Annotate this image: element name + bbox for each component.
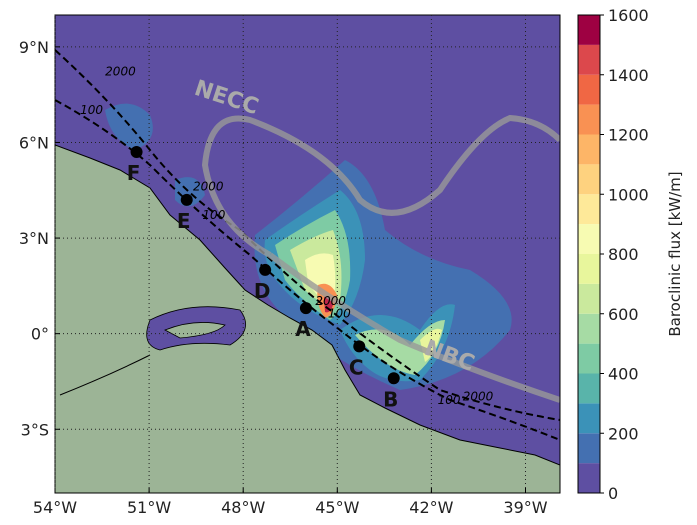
colorbar-level [578,433,600,464]
land [55,144,560,493]
colorbar-level [578,343,600,374]
x-tick-label: 54°W [33,498,77,517]
y-tick-label: 9°N [19,38,49,57]
x-tick-label: 42°W [409,498,453,517]
necc-path [201,114,560,258]
station-label: F [127,161,141,185]
contour-label: 100 [438,393,461,407]
colorbar-tick-label: 200 [608,424,639,443]
colorbar-level [578,224,600,254]
station-label: E [177,209,191,233]
colorbar-level [578,403,600,434]
map-layers [55,15,560,493]
station-label: C [349,355,364,379]
station [299,302,312,315]
y-tick-label: 6°N [19,133,49,152]
colorbar-tick-label: 1000 [608,185,649,204]
colorbar-tick-label: 600 [608,305,639,324]
contour-label: 2000 [105,65,136,79]
colorbar-level [578,313,600,344]
x-tick-label: 39°W [503,498,547,517]
colorbar-tick-label: 1200 [608,126,649,145]
station [387,372,400,385]
colorbar-tick-label: 1400 [608,66,649,85]
isobath [55,49,560,421]
flux-field [105,103,512,390]
colorbar-tick-label: 800 [608,245,639,264]
colorbar-level [578,44,600,75]
colorbar-level [578,134,600,165]
colorbar-tick-label: 400 [608,365,639,384]
station [259,263,272,276]
station-label: B [383,387,398,411]
isobath [55,99,560,441]
contour-label: 100 [80,103,103,117]
y-tick-label: 3°S [21,420,49,439]
colorbar-level [578,373,600,404]
station [180,193,193,206]
map-frame [54,14,561,494]
station-label: A [295,317,311,341]
station [353,340,366,353]
x-tick-label: 48°W [221,498,265,517]
colorbar-level [578,104,600,135]
river [59,354,151,396]
contour-label: 2000 [315,294,346,308]
contour-label: 100 [202,208,225,222]
colorbar-level [578,194,600,225]
colorbar-level [578,74,600,105]
contour-label: 2000 [463,390,494,404]
y-tick-label: 3°N [19,229,49,248]
colorbar-level [578,283,600,314]
colorbar-level [578,254,600,284]
colorbar-level [578,15,600,45]
x-tick-label: 51°W [127,498,171,517]
contour-label: 2000 [193,179,224,193]
x-tick-label: 45°W [315,498,359,517]
contour-label: 100 [328,307,351,321]
colorbar-tick-label: 1600 [608,6,649,25]
colorbar-level [578,164,600,195]
nbc-path [268,252,560,403]
colorbar-tick-label: 0 [608,484,618,503]
station-label: D [254,279,271,303]
station [130,146,143,159]
y-tick-label: 0° [31,325,49,344]
colorbar-label: Baroclinic flux [kW/m] [666,171,684,336]
colorbar-level [578,463,600,493]
